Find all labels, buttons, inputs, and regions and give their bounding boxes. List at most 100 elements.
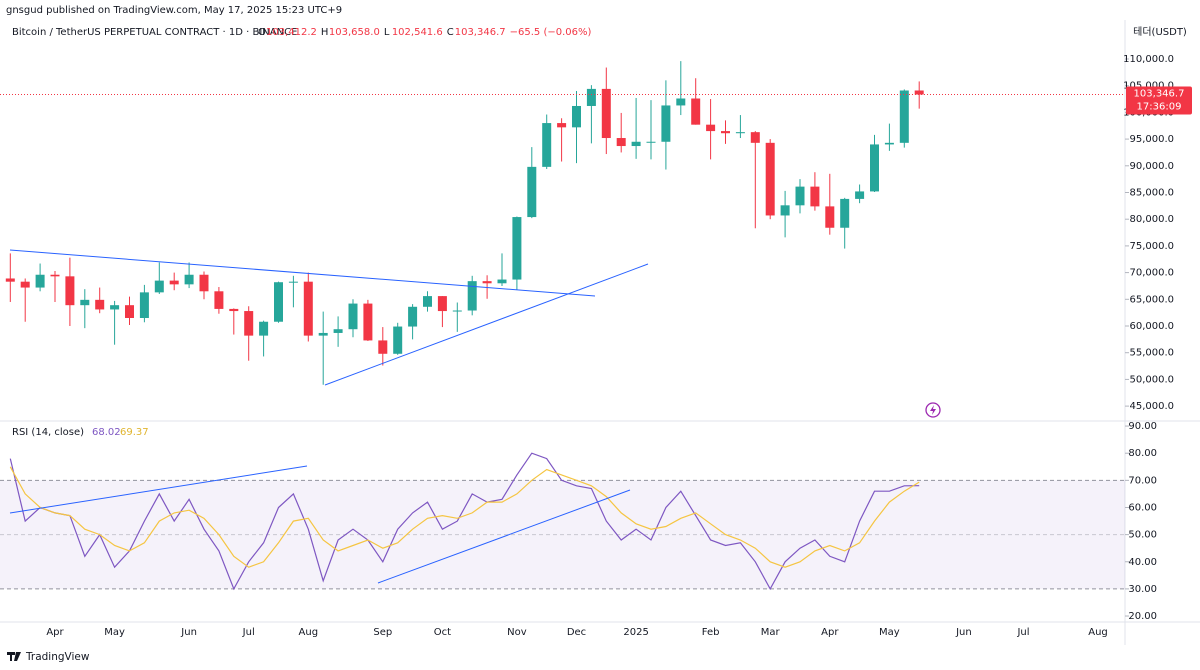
- candle-body: [452, 310, 462, 312]
- y-tick-label: 45,000.0: [1129, 401, 1174, 412]
- y-tick-label: 20.00: [1128, 611, 1157, 622]
- price-label-box: [1126, 86, 1192, 115]
- candle-body: [95, 299, 105, 310]
- candle-body: [259, 321, 269, 336]
- candle-body: [423, 296, 432, 307]
- candle-body: [303, 281, 313, 336]
- x-tick-label: 2025: [623, 627, 648, 638]
- rsi-band-fill: [0, 480, 1125, 589]
- candle-body: [437, 296, 447, 312]
- candle-body: [691, 98, 701, 125]
- candle-body: [467, 281, 477, 311]
- y-tick-label: 50,000.0: [1129, 374, 1174, 385]
- candle-body: [497, 279, 507, 284]
- y-tick-label: 70.00: [1128, 475, 1157, 486]
- y-tick-label: 90,000.0: [1129, 161, 1174, 172]
- candle-body: [288, 281, 298, 283]
- candle-body: [706, 124, 716, 132]
- symbol: Bitcoin / TetherUS PERPETUAL CONTRACT · …: [12, 27, 297, 38]
- brand-text: TradingView: [25, 651, 90, 663]
- candle-body: [154, 280, 164, 293]
- candle-body: [229, 308, 239, 312]
- x-tick-label: May: [104, 627, 125, 638]
- publisher: gnsgud published on TradingView.com, May…: [6, 5, 342, 16]
- ohlc-key: C: [447, 27, 454, 38]
- rsi-value: 68.02: [92, 427, 121, 438]
- candle-body: [676, 98, 686, 106]
- rsi-title: RSI (14, close): [12, 427, 84, 438]
- brand: TradingView: [7, 651, 90, 663]
- candle-body: [721, 131, 730, 134]
- candle-body: [646, 141, 656, 143]
- candle-body: [363, 303, 373, 341]
- x-tick-label: Jun: [180, 627, 197, 638]
- rsi-line: [9, 466, 920, 568]
- y-tick-label: 80,000.0: [1129, 214, 1174, 225]
- y-tick-label: 85,000.0: [1129, 187, 1174, 198]
- x-tick-label: Dec: [567, 627, 586, 638]
- x-tick-label: May: [879, 627, 900, 638]
- candle-body: [50, 274, 60, 277]
- candle-body: [393, 326, 403, 354]
- ohlc-key: H: [321, 27, 329, 38]
- candle-body: [20, 281, 30, 288]
- x-tick-label: Aug: [1088, 627, 1108, 638]
- candle-body: [795, 186, 805, 206]
- y-tick-label: 60,000.0: [1129, 321, 1174, 332]
- ohlc-value: 103,412.2: [266, 27, 317, 38]
- x-tick-label: Feb: [702, 627, 720, 638]
- y-tick-label: 110,000.0: [1123, 54, 1174, 65]
- candle-body: [616, 138, 626, 147]
- y-tick-label: 30.00: [1128, 584, 1157, 595]
- x-tick-label: Aug: [299, 627, 319, 638]
- price-label: 103,346.7: [1134, 89, 1185, 100]
- candle-body: [65, 276, 75, 306]
- candle-body: [214, 291, 224, 309]
- trend-line: [9, 249, 596, 297]
- candle-body: [244, 311, 254, 336]
- candle-body: [825, 206, 835, 228]
- candle-body: [482, 281, 492, 284]
- candle-body: [274, 282, 283, 322]
- candle-body: [780, 205, 790, 216]
- trend-line: [377, 489, 631, 584]
- y-tick-label: 65,000.0: [1129, 294, 1174, 305]
- candle-body: [80, 299, 90, 306]
- rsi-ma-value: 69.37: [120, 427, 149, 438]
- currency: 테더(USDT): [1133, 26, 1187, 38]
- candle-body: [914, 90, 924, 95]
- candle-body: [408, 306, 418, 327]
- candle-body: [601, 88, 611, 139]
- ohlc-legend: O 103,412.2 H 103,658.0 L 102,541.6 C 103,346.7…: [258, 27, 591, 38]
- candle-body: [199, 274, 209, 292]
- alert-icon[interactable]: [925, 402, 941, 418]
- x-tick-label: Oct: [434, 627, 451, 638]
- x-tick-label: Mar: [761, 627, 781, 638]
- candle-body: [333, 329, 343, 333]
- candle-body: [125, 305, 134, 318]
- candle-body: [184, 274, 194, 285]
- ohlc-value: 103,658.0: [329, 27, 380, 38]
- ohlc-value: 102,541.6: [392, 27, 443, 38]
- trend-line: [324, 263, 649, 386]
- candle-body: [870, 144, 879, 192]
- change: −65.5 (−0.06%): [510, 27, 592, 38]
- y-tick-label: 60.00: [1128, 502, 1157, 513]
- candle-body: [348, 303, 358, 330]
- candle-body: [661, 105, 671, 142]
- candle-body: [586, 88, 596, 106]
- candle-body: [884, 142, 894, 145]
- candle-body: [5, 278, 15, 282]
- y-tick-label: 55,000.0: [1129, 348, 1174, 359]
- candle-body: [899, 90, 909, 143]
- y-tick-label: 70,000.0: [1129, 268, 1174, 279]
- layers: 45,000.0 50,000.0 55,000.0 60,000.0 65,000.0…: [0, 54, 1192, 638]
- x-tick-label: Jul: [242, 627, 255, 638]
- y-tick-label: 105,000.0: [1123, 81, 1174, 92]
- trend-line: [9, 465, 308, 514]
- candle-body: [750, 132, 760, 143]
- candle-body: [318, 332, 328, 336]
- candle-body: [139, 292, 149, 318]
- x-tick-label: Sep: [373, 627, 392, 638]
